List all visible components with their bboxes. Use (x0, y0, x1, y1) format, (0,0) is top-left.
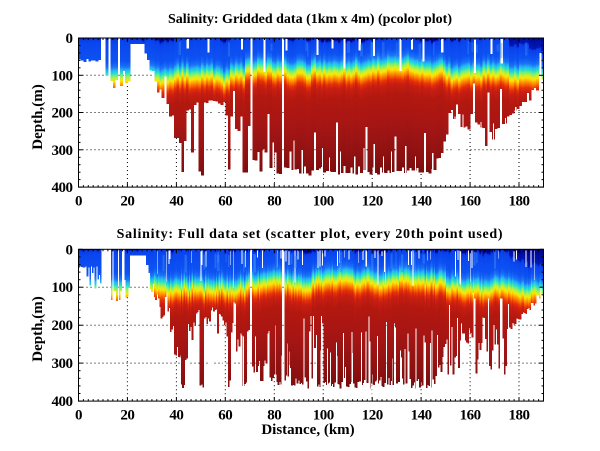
svg-text:300: 300 (52, 356, 73, 372)
svg-text:Depth,(m): Depth,(m) (30, 296, 46, 361)
svg-text:0: 0 (75, 408, 82, 424)
svg-text:180: 180 (509, 194, 530, 210)
svg-text:0: 0 (75, 194, 82, 210)
svg-text:300: 300 (52, 143, 73, 159)
svg-text:180: 180 (509, 408, 530, 424)
svg-text:100: 100 (52, 280, 73, 296)
svg-text:100: 100 (313, 408, 334, 424)
svg-text:Salinity: Full data set (scatt: Salinity: Full data set (scatter plot, e… (117, 227, 504, 242)
svg-text:40: 40 (169, 408, 183, 424)
svg-text:100: 100 (52, 68, 73, 84)
svg-text:60: 60 (218, 408, 232, 424)
svg-text:200: 200 (52, 318, 73, 334)
svg-text:140: 140 (411, 408, 432, 424)
svg-text:20: 20 (120, 194, 134, 210)
svg-text:400: 400 (52, 180, 73, 196)
svg-text:200: 200 (52, 106, 73, 122)
svg-text:120: 120 (362, 408, 383, 424)
svg-text:20: 20 (120, 408, 134, 424)
svg-text:120: 120 (362, 194, 383, 210)
svg-text:400: 400 (52, 394, 73, 410)
svg-text:160: 160 (460, 194, 481, 210)
svg-text:Salinity: Gridded data (1km x: Salinity: Gridded data (1km x 4m) (pcolo… (168, 12, 452, 27)
svg-text:Depth,(m): Depth,(m) (30, 84, 46, 149)
svg-text:0: 0 (66, 31, 73, 47)
svg-text:100: 100 (313, 194, 334, 210)
svg-text:160: 160 (460, 408, 481, 424)
svg-text:140: 140 (411, 194, 432, 210)
svg-text:Distance, (km): Distance, (km) (261, 422, 354, 438)
svg-text:40: 40 (169, 194, 183, 210)
svg-text:60: 60 (218, 194, 232, 210)
svg-text:80: 80 (267, 408, 281, 424)
svg-text:80: 80 (267, 194, 281, 210)
svg-text:0: 0 (66, 242, 73, 258)
